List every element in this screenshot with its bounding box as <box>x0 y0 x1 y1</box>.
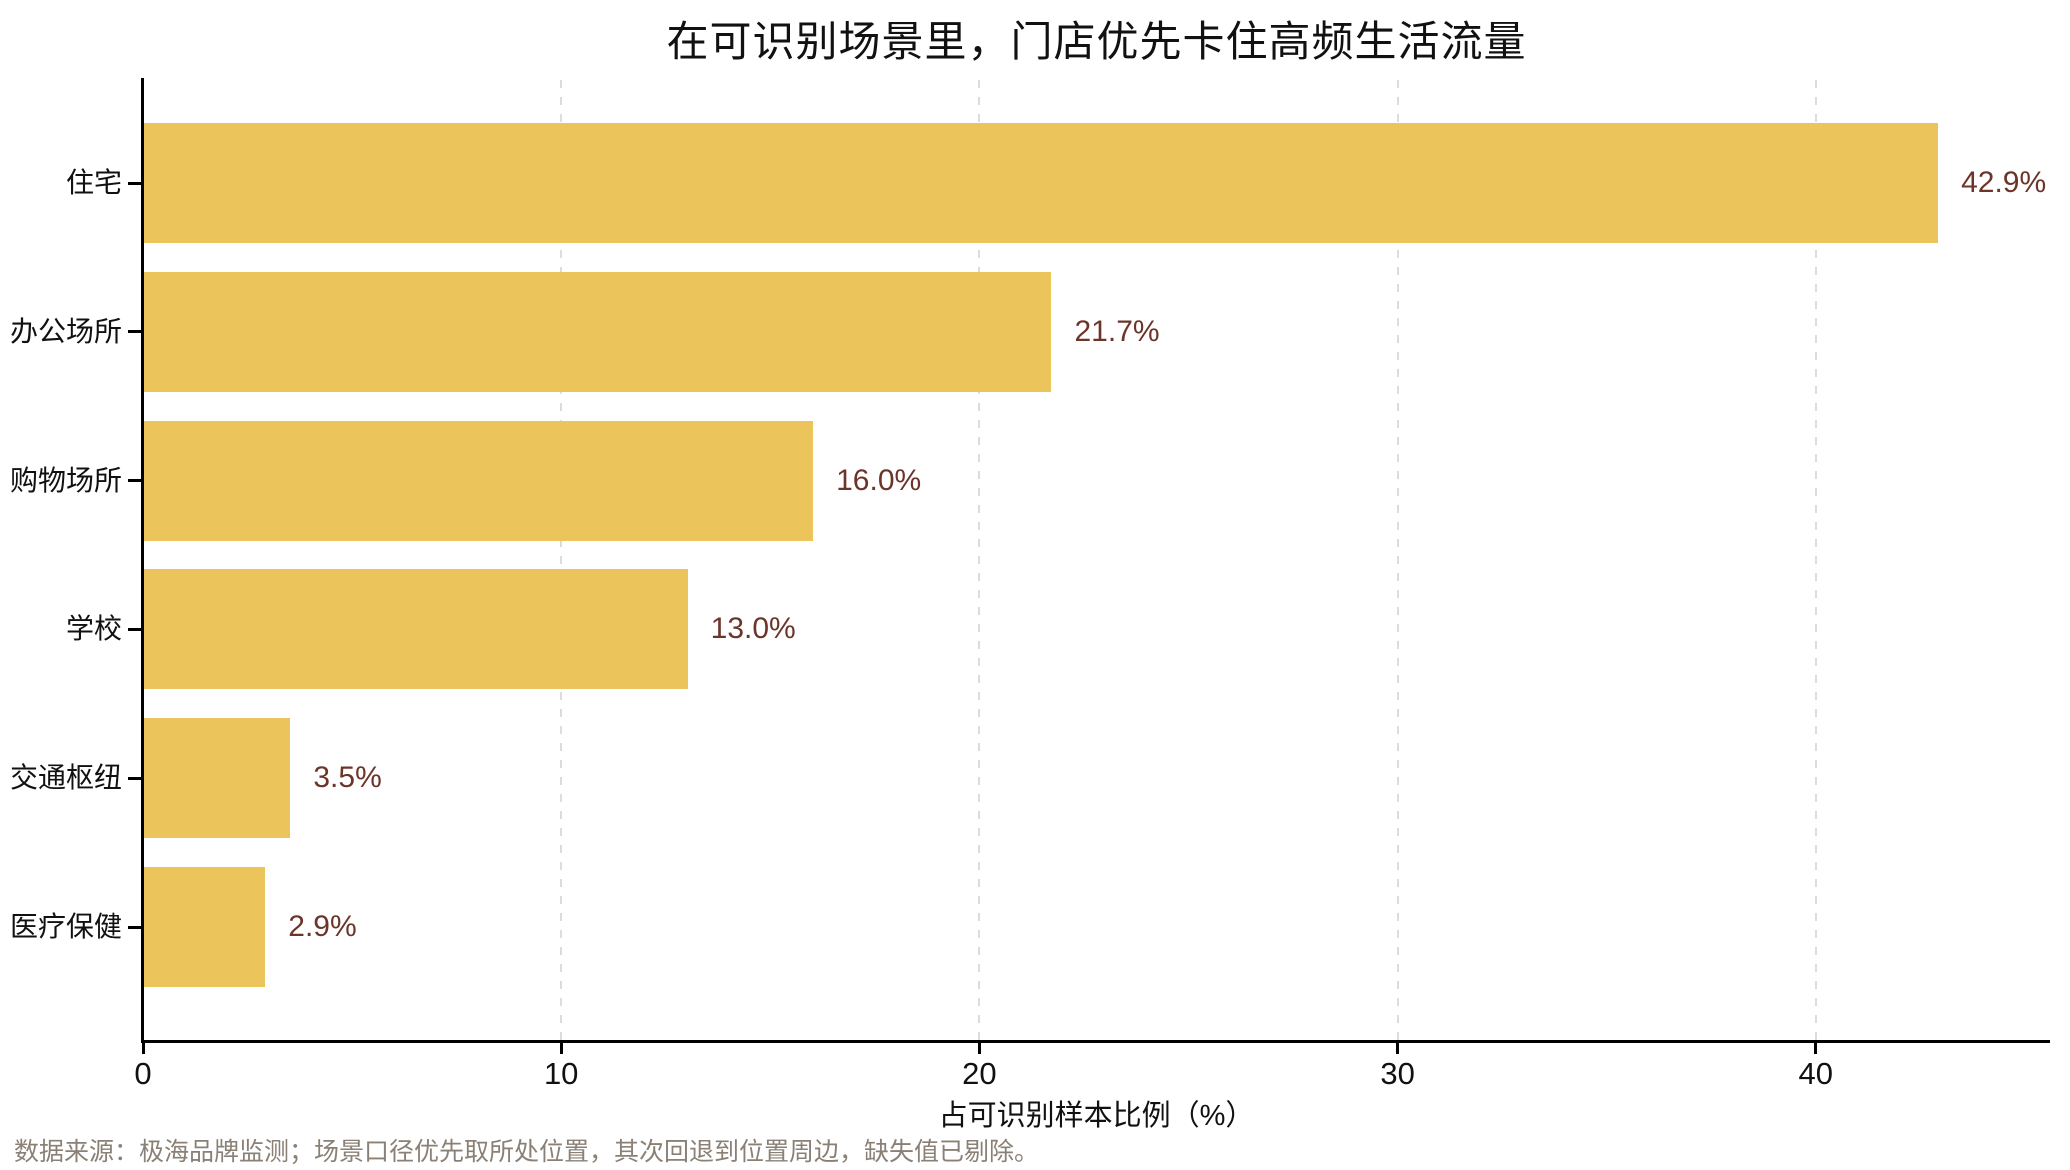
bar-5 <box>144 867 266 987</box>
value-label-4: 3.5% <box>313 761 382 795</box>
gridline-x-10 <box>560 80 563 1040</box>
value-label-5: 2.9% <box>288 910 357 943</box>
y-tick-label-1: 办公场所 <box>9 315 122 347</box>
gridline-x-40 <box>1814 80 1817 1040</box>
bar-2 <box>144 420 814 541</box>
x-tick-label-0: 0 <box>134 1056 152 1091</box>
x-tick-label-40: 40 <box>1798 1056 1834 1091</box>
bar-0 <box>144 123 1939 243</box>
bar-1 <box>144 271 1052 392</box>
value-label-2: 16.0% <box>836 463 922 497</box>
gridline-x-20 <box>978 80 981 1040</box>
y-tick-mark-5 <box>128 925 141 929</box>
value-label-3: 13.0% <box>710 612 796 646</box>
x-tick-mark-20 <box>977 1040 981 1054</box>
y-tick-label-4: 交通枢纽 <box>9 762 122 794</box>
x-axis-title: 占可识别样本比例（%） <box>938 1100 1255 1132</box>
source-note: 数据来源：极海品牌监测；场景口径优先取所处位置，其次回退到位置周边，缺失值已剔除… <box>14 1138 1040 1166</box>
y-tick-mark-0 <box>128 181 141 185</box>
x-tick-mark-0 <box>141 1040 145 1054</box>
y-tick-label-2: 购物场所 <box>9 464 122 496</box>
x-tick-label-20: 20 <box>962 1056 997 1091</box>
y-tick-mark-1 <box>128 330 141 334</box>
x-tick-label-30: 30 <box>1380 1056 1415 1091</box>
y-axis-spine <box>141 78 144 1043</box>
chart-title: 在可识别场景里，门店优先卡住高频生活流量 <box>666 18 1527 65</box>
bar-4 <box>144 718 291 839</box>
bar-3 <box>144 569 688 690</box>
x-axis-spine <box>141 1040 2050 1043</box>
x-tick-mark-30 <box>1396 1040 1400 1054</box>
x-tick-mark-40 <box>1814 1040 1818 1054</box>
y-tick-mark-4 <box>128 776 141 780</box>
y-tick-label-3: 学校 <box>65 613 122 645</box>
y-tick-mark-3 <box>128 627 141 631</box>
y-tick-label-0: 住宅 <box>65 167 122 198</box>
x-tick-label-10: 10 <box>543 1056 579 1091</box>
plot-area <box>143 80 2050 1040</box>
value-label-0: 42.9% <box>1961 166 2047 199</box>
y-tick-mark-2 <box>128 479 141 483</box>
x-tick-mark-10 <box>559 1040 563 1054</box>
y-tick-label-5: 医疗保健 <box>9 911 122 942</box>
gridline-x-30 <box>1396 80 1399 1040</box>
value-label-1: 21.7% <box>1074 314 1160 348</box>
